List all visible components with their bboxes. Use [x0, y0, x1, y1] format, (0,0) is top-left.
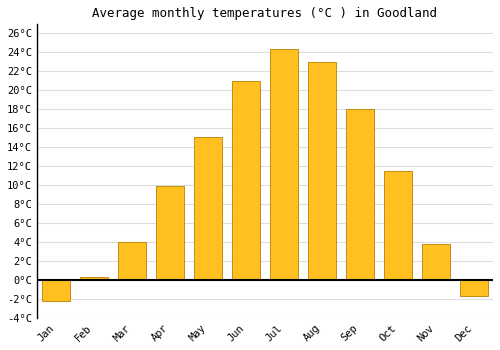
Bar [308, 62, 336, 280]
Bar [270, 49, 298, 280]
Bar [232, 81, 260, 280]
Bar [346, 109, 374, 280]
Bar [460, 280, 488, 296]
Bar [384, 171, 412, 280]
Bar [80, 277, 108, 280]
Bar [422, 244, 450, 280]
Bar [194, 137, 222, 280]
Bar [156, 186, 184, 280]
Title: Average monthly temperatures (°C ) in Goodland: Average monthly temperatures (°C ) in Go… [92, 7, 438, 20]
Bar [42, 280, 70, 301]
Bar [118, 242, 146, 280]
